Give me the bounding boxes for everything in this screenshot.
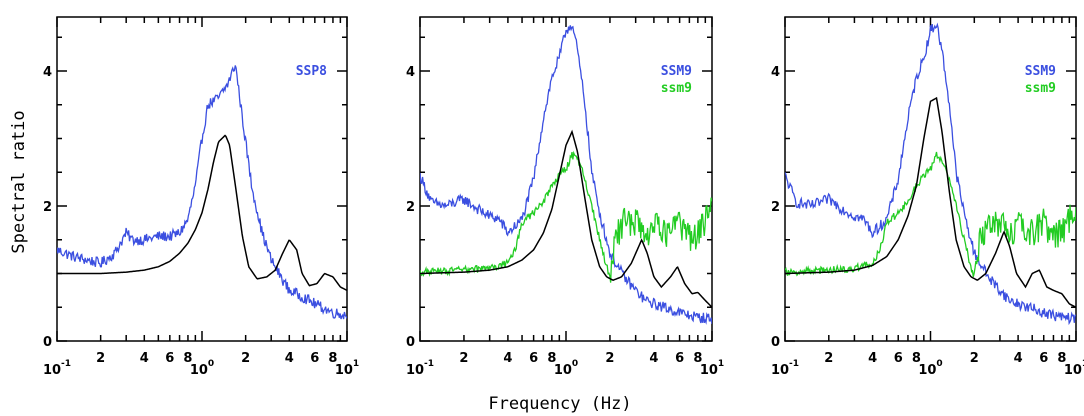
x-tick-label: 8 <box>328 351 337 366</box>
x-tick-label: 4 <box>1014 351 1023 366</box>
x-tick-label: 8 <box>183 351 192 366</box>
x-tick-label: 4 <box>285 351 294 366</box>
legend-label-ssm9: SSM9 <box>1025 64 1056 79</box>
x-tick-label: 2 <box>970 351 979 366</box>
x-tick-label: 6 <box>310 351 319 366</box>
x-tick-label: 6 <box>1039 351 1048 366</box>
x-tick-label: 2 <box>824 351 833 366</box>
x-tick-label: 2 <box>96 351 105 366</box>
legend-label-ssp8: SSP8 <box>296 64 327 79</box>
x-tick-label: 4 <box>649 351 658 366</box>
x-tick-label: 2 <box>241 351 250 366</box>
x-tick-label: 101 <box>1064 359 1084 378</box>
y-tick-label: 4 <box>43 65 52 80</box>
model-curve-line <box>785 96 1076 308</box>
x-tick-label: 10-1 <box>43 359 71 378</box>
x-tick-label: 4 <box>140 351 149 366</box>
x-tick-label: 101 <box>700 359 724 378</box>
y-tick-label: 0 <box>43 335 52 350</box>
x-tick-label: 6 <box>894 351 903 366</box>
y-tick-label: 4 <box>771 65 780 80</box>
x-tick-label: 6 <box>675 351 684 366</box>
x-tick-label: 8 <box>547 351 556 366</box>
y-tick-label: 0 <box>406 335 415 350</box>
series-line-ssm9 <box>420 25 712 325</box>
series-line-ssp8 <box>57 65 347 320</box>
x-tick-label: 4 <box>868 351 877 366</box>
y-tick-label: 4 <box>406 65 415 80</box>
x-tick-label: 6 <box>529 351 538 366</box>
x-axis-title: Frequency (Hz) <box>488 394 631 414</box>
x-tick-label: 8 <box>1057 351 1066 366</box>
series-line-ssm9 <box>785 151 1076 278</box>
x-tick-label: 8 <box>693 351 702 366</box>
y-tick-label: 0 <box>771 335 780 350</box>
x-tick-label: 100 <box>190 359 214 378</box>
x-tick-label: 2 <box>459 351 468 366</box>
x-tick-label: 8 <box>912 351 921 366</box>
y-axis-title: Spectral ratio <box>9 110 29 253</box>
x-tick-label: 10-1 <box>771 359 799 378</box>
x-tick-label: 101 <box>335 359 359 378</box>
x-tick-label: 4 <box>503 351 512 366</box>
y-tick-label: 2 <box>406 200 415 215</box>
model-curve-line <box>420 129 712 308</box>
x-tick-label: 6 <box>165 351 174 366</box>
model-curve-line <box>57 134 347 292</box>
y-tick-label: 2 <box>43 200 52 215</box>
series-line-ssm9 <box>420 150 712 283</box>
x-tick-label: 100 <box>554 359 578 378</box>
y-tick-label: 2 <box>771 200 780 215</box>
series-line-ssm9 <box>785 22 1076 326</box>
x-tick-label: 2 <box>605 351 614 366</box>
legend-label-ssm9: ssm9 <box>1025 81 1056 96</box>
x-tick-label: 100 <box>918 359 942 378</box>
legend-label-ssm9: ssm9 <box>661 81 692 96</box>
x-tick-label: 10-1 <box>406 359 434 378</box>
legend-label-ssm9: SSM9 <box>661 64 692 79</box>
